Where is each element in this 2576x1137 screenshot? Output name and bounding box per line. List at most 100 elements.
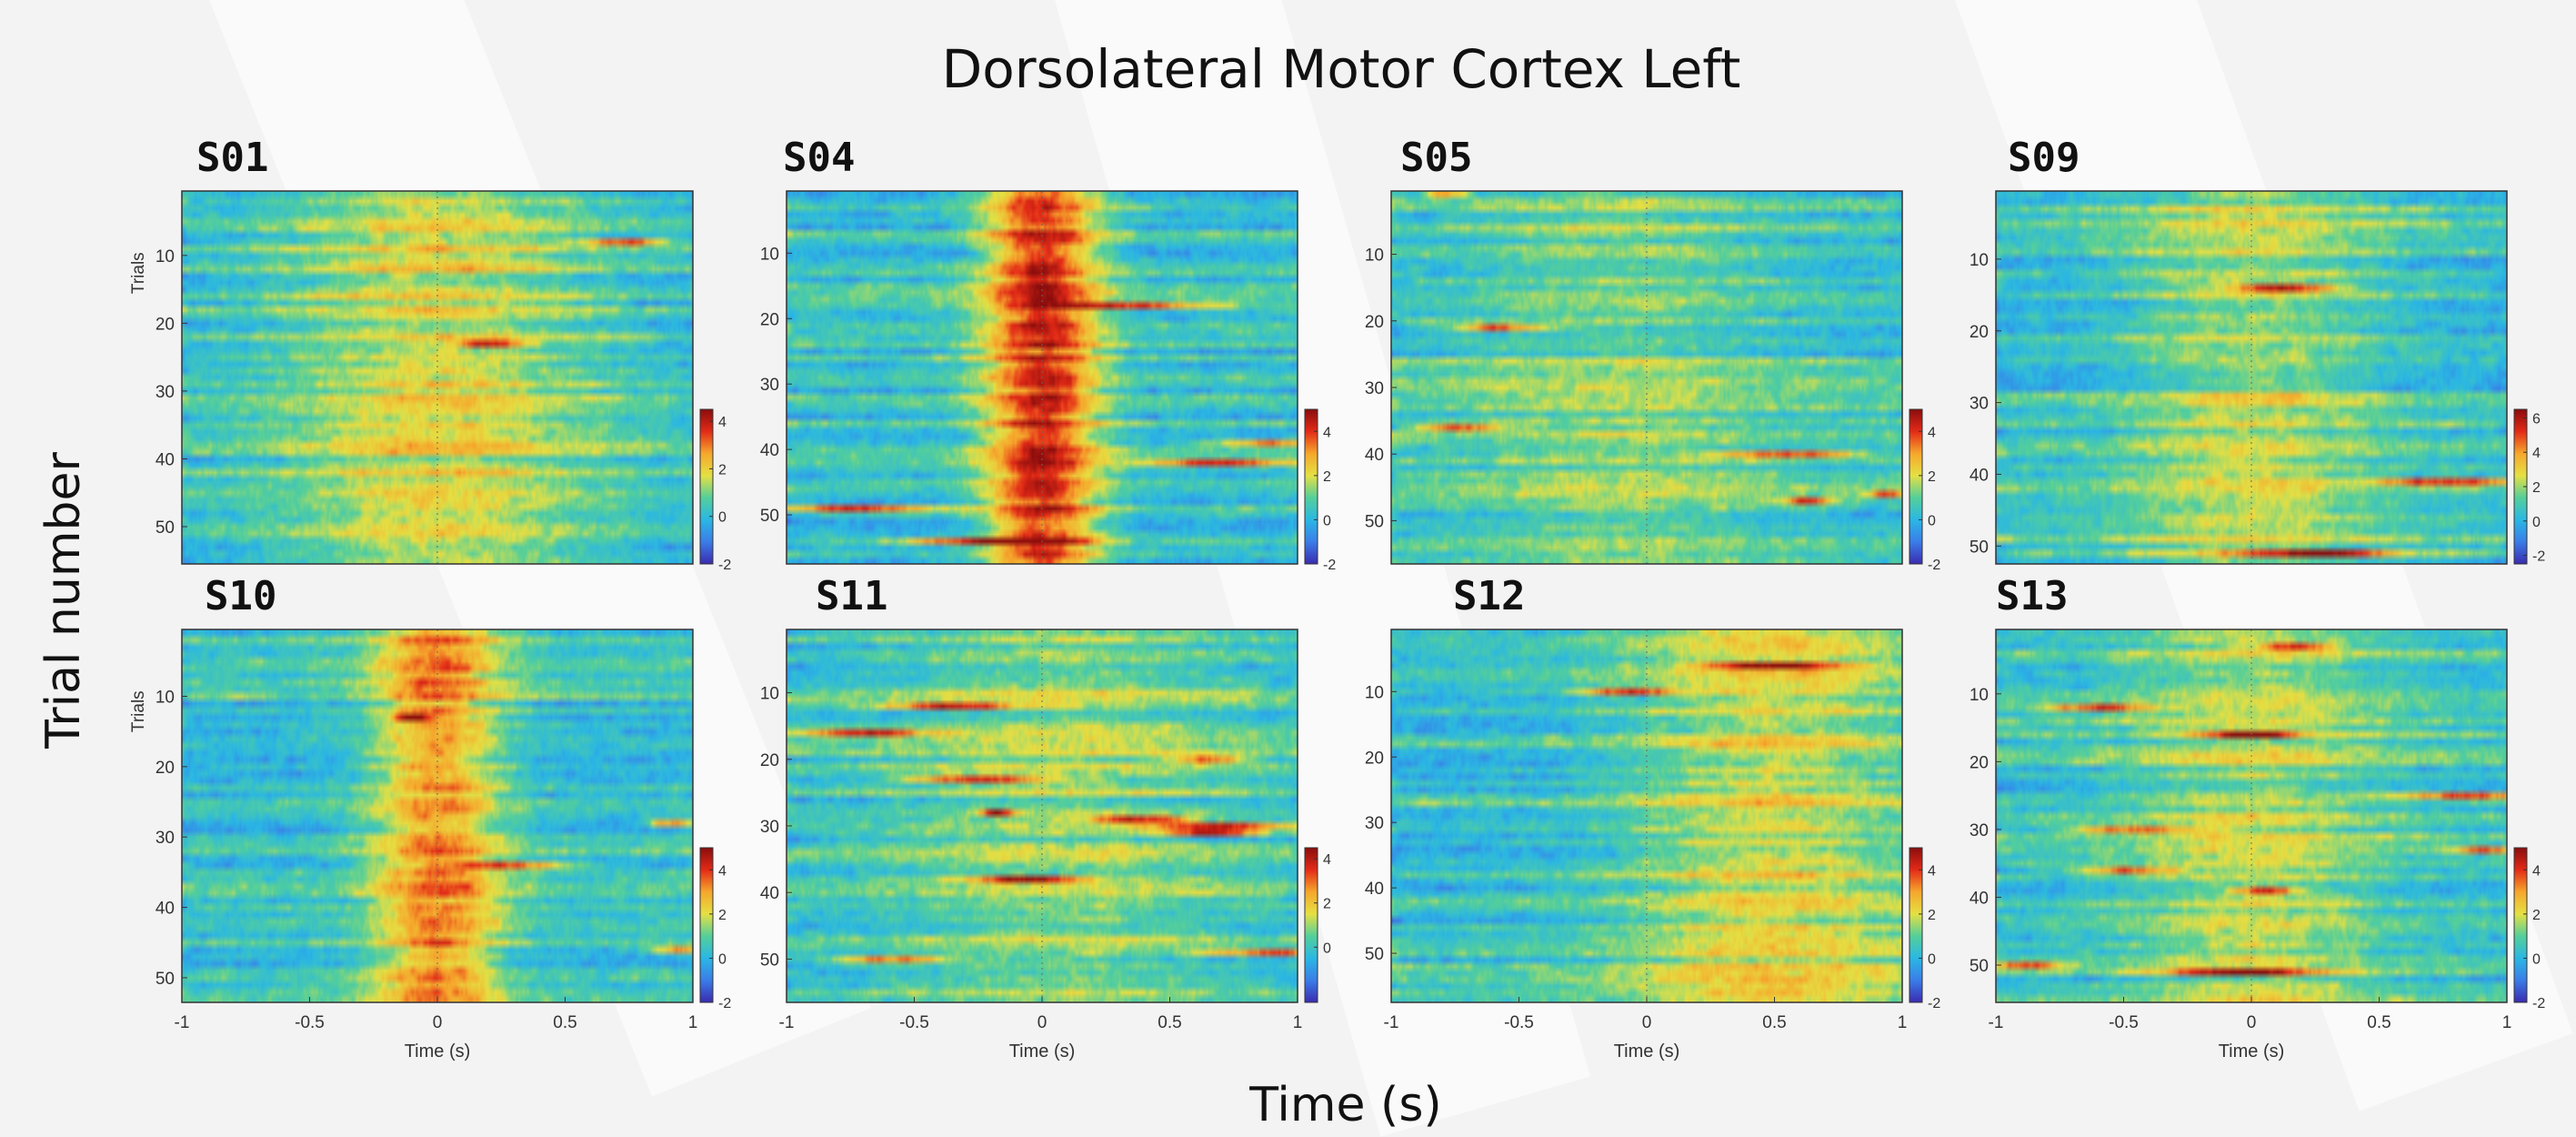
- y-tick-label: 30: [1365, 814, 1384, 833]
- colorbar-tick-label: 2: [1323, 469, 1331, 485]
- colorbar-tick-label: 0: [718, 951, 727, 967]
- x-tick-label: -0.5: [295, 1013, 325, 1032]
- panel-title: S05: [1400, 135, 1473, 181]
- x-tick-label: -0.5: [1504, 1013, 1534, 1032]
- colorbar-tick-label: 4: [1323, 852, 1331, 868]
- x-tick-label: 0.5: [1158, 1013, 1181, 1032]
- colorbar: [699, 408, 714, 565]
- panel-title: S12: [1453, 573, 1526, 619]
- colorbar: [1304, 408, 1318, 565]
- y-tick-label: 50: [155, 970, 175, 989]
- y-tick-label: 30: [760, 818, 779, 837]
- colorbar-tick-label: 4: [2532, 863, 2541, 879]
- x-tick-label: 1: [1293, 1013, 1303, 1032]
- x-tick-label: 0: [433, 1013, 443, 1032]
- figure-xlabel: Time (s): [1249, 1078, 1442, 1132]
- x-tick-label: 1: [688, 1013, 698, 1032]
- colorbar-tick-label: -2: [2532, 549, 2545, 565]
- x-tick-label: 0.5: [553, 1013, 576, 1032]
- y-tick-label: 50: [1365, 945, 1384, 964]
- colorbar-tick-label: 4: [2532, 446, 2541, 461]
- y-tick-label: 50: [760, 507, 779, 526]
- y-tick-label: 10: [1970, 686, 1989, 705]
- x-axis-label: Time (s): [405, 1041, 471, 1062]
- colorbar-tick-label: -2: [1928, 558, 1940, 573]
- colorbar-tick-label: 2: [1928, 908, 1936, 923]
- y-tick-label: 40: [155, 900, 175, 919]
- x-tick-label: 0: [1037, 1013, 1047, 1032]
- y-tick-label: 10: [155, 247, 175, 267]
- y-tick-label: 40: [1365, 446, 1384, 465]
- colorbar-tick-label: 0: [2532, 515, 2541, 530]
- colorbar-tick-label: 4: [1928, 425, 1936, 440]
- y-tick-label: 30: [760, 376, 779, 395]
- y-tick-label: 50: [155, 518, 175, 538]
- colorbar-tick-label: 0: [1928, 513, 1936, 528]
- colorbar: [1909, 847, 1923, 1003]
- y-tick-label: 10: [1365, 247, 1384, 266]
- y-tick-label: 30: [155, 829, 175, 848]
- panel-title: S01: [196, 135, 269, 181]
- colorbar-tick-label: 2: [1928, 469, 1936, 485]
- y-tick-label: 10: [1970, 251, 1989, 270]
- colorbar-tick-label: 0: [1323, 941, 1331, 956]
- y-tick-label: 40: [1970, 889, 1989, 908]
- y-axis-label: Trials: [129, 690, 148, 732]
- colorbar-tick-label: 4: [1928, 863, 1936, 879]
- y-tick-label: 30: [1365, 379, 1384, 398]
- x-tick-label: 0.5: [1762, 1013, 1786, 1032]
- x-tick-label: 0: [2247, 1013, 2257, 1032]
- colorbar-tick-label: 2: [718, 908, 727, 923]
- x-tick-label: 0.5: [2367, 1013, 2391, 1032]
- colorbar-tick-label: 0: [1928, 951, 1936, 967]
- colorbar-tick-label: 0: [1323, 513, 1331, 528]
- figure-ylabel: Trial number: [36, 452, 91, 749]
- y-tick-label: 50: [1970, 538, 1989, 557]
- y-tick-label: 30: [155, 383, 175, 402]
- x-tick-label: -1: [175, 1013, 190, 1032]
- y-tick-label: 10: [760, 245, 779, 264]
- y-tick-label: 20: [1365, 749, 1384, 768]
- y-tick-label: 20: [760, 751, 779, 770]
- panel-title: S04: [783, 135, 856, 181]
- y-tick-label: 20: [155, 315, 175, 334]
- colorbar-tick-label: 2: [2532, 908, 2541, 923]
- colorbar-tick-label: 6: [2532, 411, 2541, 427]
- y-tick-label: 50: [760, 951, 779, 970]
- y-tick-label: 10: [1365, 683, 1384, 702]
- x-tick-label: -1: [779, 1013, 795, 1032]
- y-tick-label: 40: [760, 884, 779, 903]
- colorbar-tick-label: -2: [2532, 996, 2545, 1011]
- colorbar: [1909, 408, 1923, 565]
- y-tick-label: 40: [760, 441, 779, 460]
- figure-title: Dorsolateral Motor Cortex Left: [941, 38, 1741, 100]
- colorbar-tick-label: 4: [1323, 425, 1331, 440]
- colorbar-tick-label: 2: [718, 462, 727, 478]
- x-axis-label: Time (s): [1614, 1041, 1680, 1062]
- x-tick-label: -1: [1989, 1013, 2004, 1032]
- colorbar-tick-label: 0: [718, 510, 727, 526]
- y-tick-label: 40: [1970, 466, 1989, 485]
- panel-title: S09: [2008, 135, 2080, 181]
- x-tick-label: 0: [1642, 1013, 1652, 1032]
- y-tick-label: 10: [155, 688, 175, 707]
- y-axis-label: Trials: [129, 252, 148, 294]
- y-tick-label: 20: [760, 310, 779, 329]
- panel-title: S13: [1996, 573, 2069, 619]
- x-tick-label: -1: [1384, 1013, 1399, 1032]
- x-axis-label: Time (s): [2219, 1041, 2285, 1062]
- y-tick-label: 30: [1970, 395, 1989, 414]
- colorbar-tick-label: 4: [718, 415, 727, 430]
- colorbar-tick-label: 4: [718, 863, 727, 879]
- x-tick-label: 1: [1898, 1013, 1908, 1032]
- axes-box: [1390, 190, 1903, 565]
- y-tick-label: 50: [1365, 512, 1384, 531]
